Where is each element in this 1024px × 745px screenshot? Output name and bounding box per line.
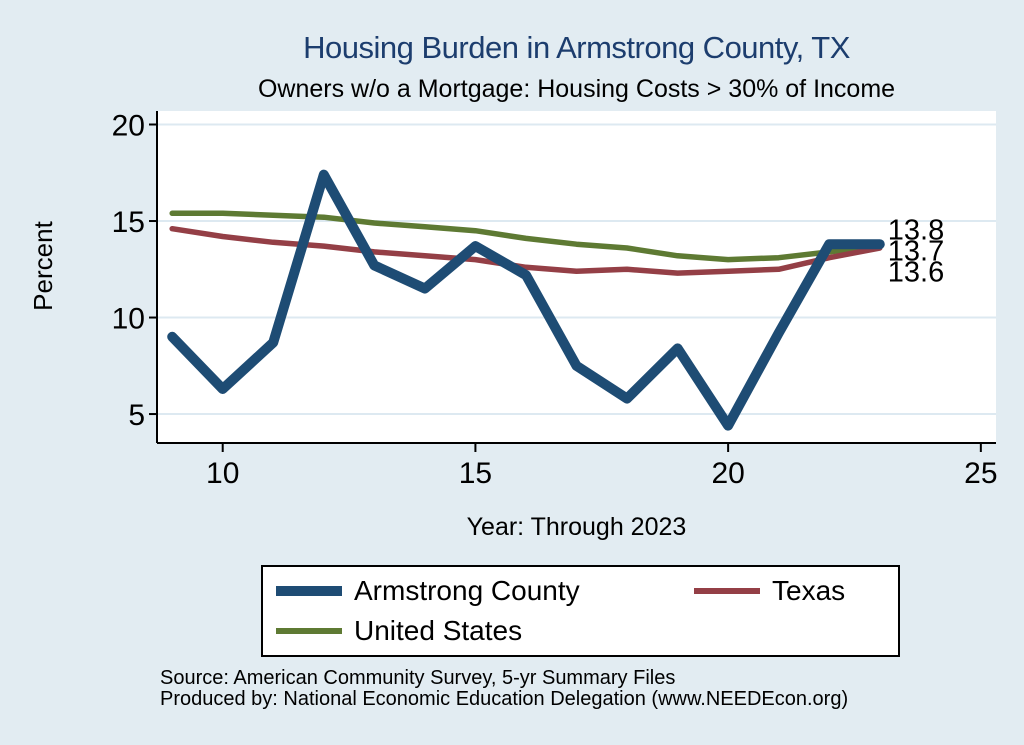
legend-swatch-armstrong-county (276, 586, 342, 596)
legend-swatch-texas (694, 588, 760, 594)
source-line: Source: American Community Survey, 5-yr … (160, 667, 676, 689)
x-tick-label: 20 (711, 457, 744, 490)
end-value-label-texas: 13.6 (888, 257, 944, 289)
y-axis-title: Percent (28, 221, 58, 311)
x-axis-title: Year: Through 2023 (466, 513, 687, 541)
chart-subtitle: Owners w/o a Mortgage: Housing Costs > 3… (257, 75, 896, 103)
legend-label-armstrong-county: Armstrong County (354, 575, 580, 606)
legend-swatch-united-states (276, 628, 342, 634)
y-tick-label: 15 (112, 206, 145, 239)
legend: Armstrong County Texas United States (261, 565, 900, 657)
series-line-united-states (169, 210, 883, 263)
y-tick-label: 5 (128, 399, 145, 432)
x-tick-label: 10 (206, 457, 239, 490)
y-tick-label: 20 (112, 109, 145, 142)
series-line-texas (169, 225, 883, 276)
plot-rect (157, 111, 996, 443)
end-value-label-united-states: 13.7 (888, 236, 944, 268)
plot-area: 5 10 15 20 10 15 20 25 13.813.713.6 (112, 109, 998, 490)
end-value-label-armstrong-county: 13.8 (888, 215, 944, 247)
chart-title: Housing Burden in Armstrong County, TX (303, 30, 850, 65)
y-tick-label: 10 (112, 302, 145, 335)
legend-label-texas: Texas (772, 575, 846, 606)
x-tick-label: 25 (964, 457, 997, 490)
produced-by-line: Produced by: National Economic Education… (160, 688, 849, 710)
x-tick-label: 15 (459, 457, 492, 490)
series-line-armstrong-county (167, 169, 885, 431)
source-note: Source: American Community Survey, 5-yr … (160, 668, 848, 710)
legend-label-united-states: United States (354, 615, 523, 646)
